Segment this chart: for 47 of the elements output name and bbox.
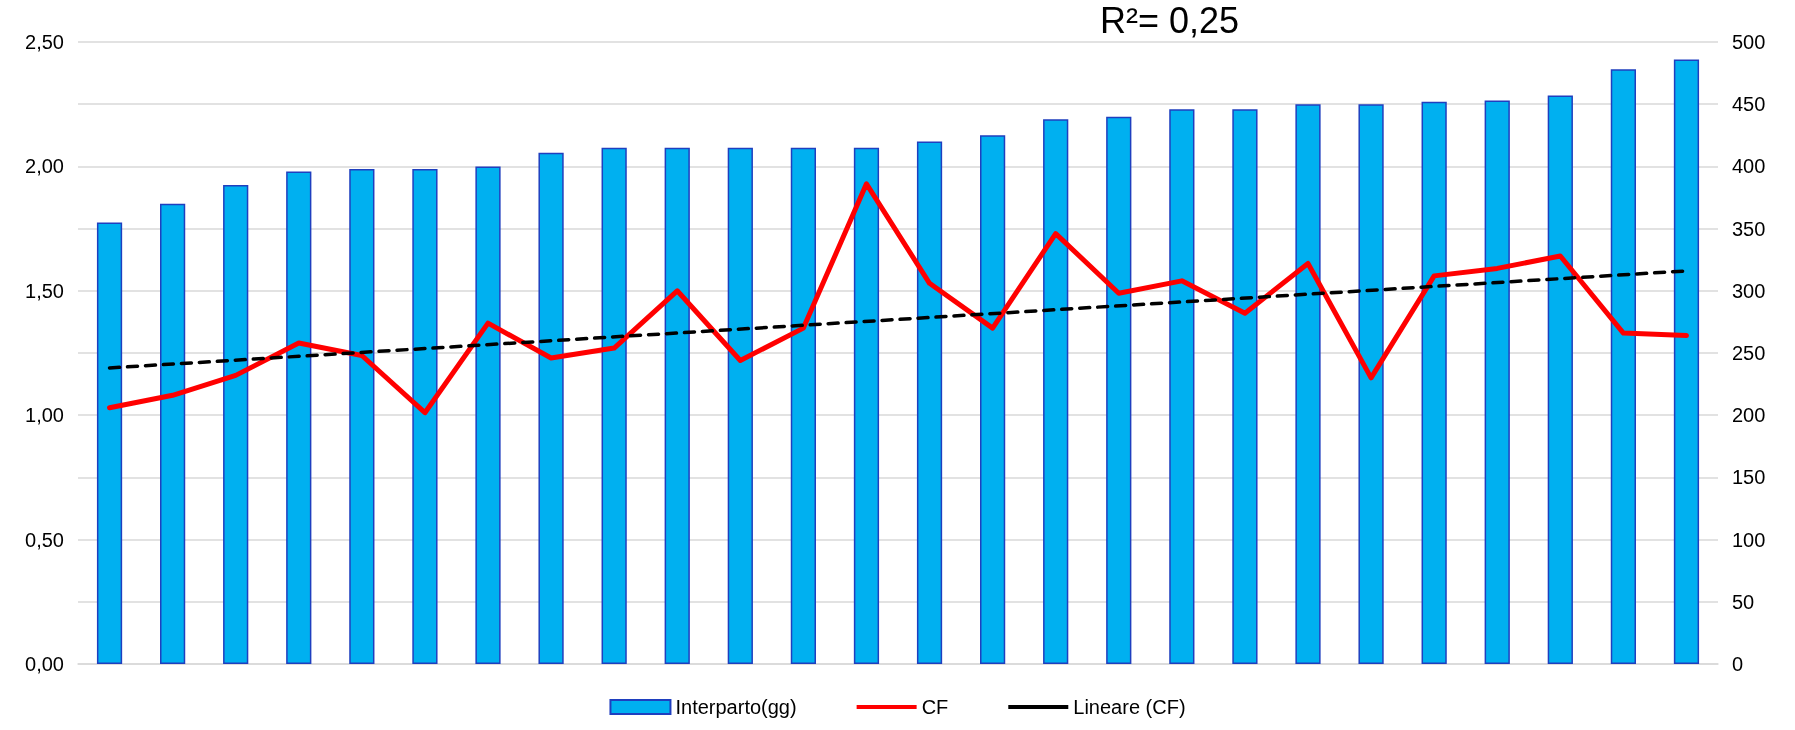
bar bbox=[1043, 119, 1069, 664]
y2-tick-label: 100 bbox=[1732, 528, 1766, 551]
y2-tick-label: 450 bbox=[1732, 93, 1766, 116]
bar bbox=[980, 135, 1006, 664]
y2-tick-label: 50 bbox=[1732, 590, 1755, 613]
bar bbox=[1295, 104, 1321, 664]
y-tick-label: 2,00 bbox=[25, 155, 64, 178]
bar bbox=[1484, 100, 1510, 664]
y-tick-label: 2,50 bbox=[25, 31, 64, 53]
bar bbox=[664, 147, 690, 664]
legend-label: CF bbox=[921, 696, 949, 718]
y2-tick-label: 0 bbox=[1732, 653, 1744, 675]
bar bbox=[160, 203, 186, 664]
bar bbox=[223, 185, 249, 664]
legend-label: Lineare (CF) bbox=[1073, 696, 1186, 718]
bar bbox=[1421, 101, 1447, 664]
y-tick-label: 0,00 bbox=[25, 653, 64, 675]
bar bbox=[1610, 69, 1636, 664]
bar bbox=[916, 141, 943, 664]
bar bbox=[286, 171, 312, 664]
bar bbox=[412, 168, 438, 664]
bar bbox=[727, 147, 753, 664]
y2-tick-label: 250 bbox=[1732, 342, 1766, 364]
y2-tick-label: 350 bbox=[1732, 217, 1766, 240]
bar bbox=[601, 147, 627, 664]
text: R²= 0,25 bbox=[1100, 0, 1240, 41]
bar bbox=[538, 152, 564, 664]
bar bbox=[1232, 109, 1258, 664]
bar bbox=[1358, 104, 1384, 664]
bar bbox=[349, 168, 375, 664]
legend-label: Interparto(gg) bbox=[675, 696, 797, 718]
y-tick-label: 1,50 bbox=[25, 279, 64, 302]
bar bbox=[1106, 116, 1132, 664]
y2-tick-label: 150 bbox=[1732, 466, 1766, 489]
bar bbox=[1547, 95, 1573, 664]
bar bbox=[1169, 109, 1195, 664]
bar bbox=[790, 147, 816, 664]
bar bbox=[1673, 59, 1700, 664]
y2-tick-label: 300 bbox=[1732, 279, 1766, 302]
y-tick-label: 0,50 bbox=[25, 528, 64, 551]
bar bbox=[475, 166, 501, 664]
y-tick-label: 1,00 bbox=[25, 404, 64, 427]
bar bbox=[853, 147, 880, 664]
y2-tick-label: 400 bbox=[1732, 155, 1766, 178]
y2-tick-label: 200 bbox=[1732, 404, 1766, 427]
bar bbox=[96, 222, 123, 664]
y2-tick-label: 500 bbox=[1732, 31, 1766, 53]
